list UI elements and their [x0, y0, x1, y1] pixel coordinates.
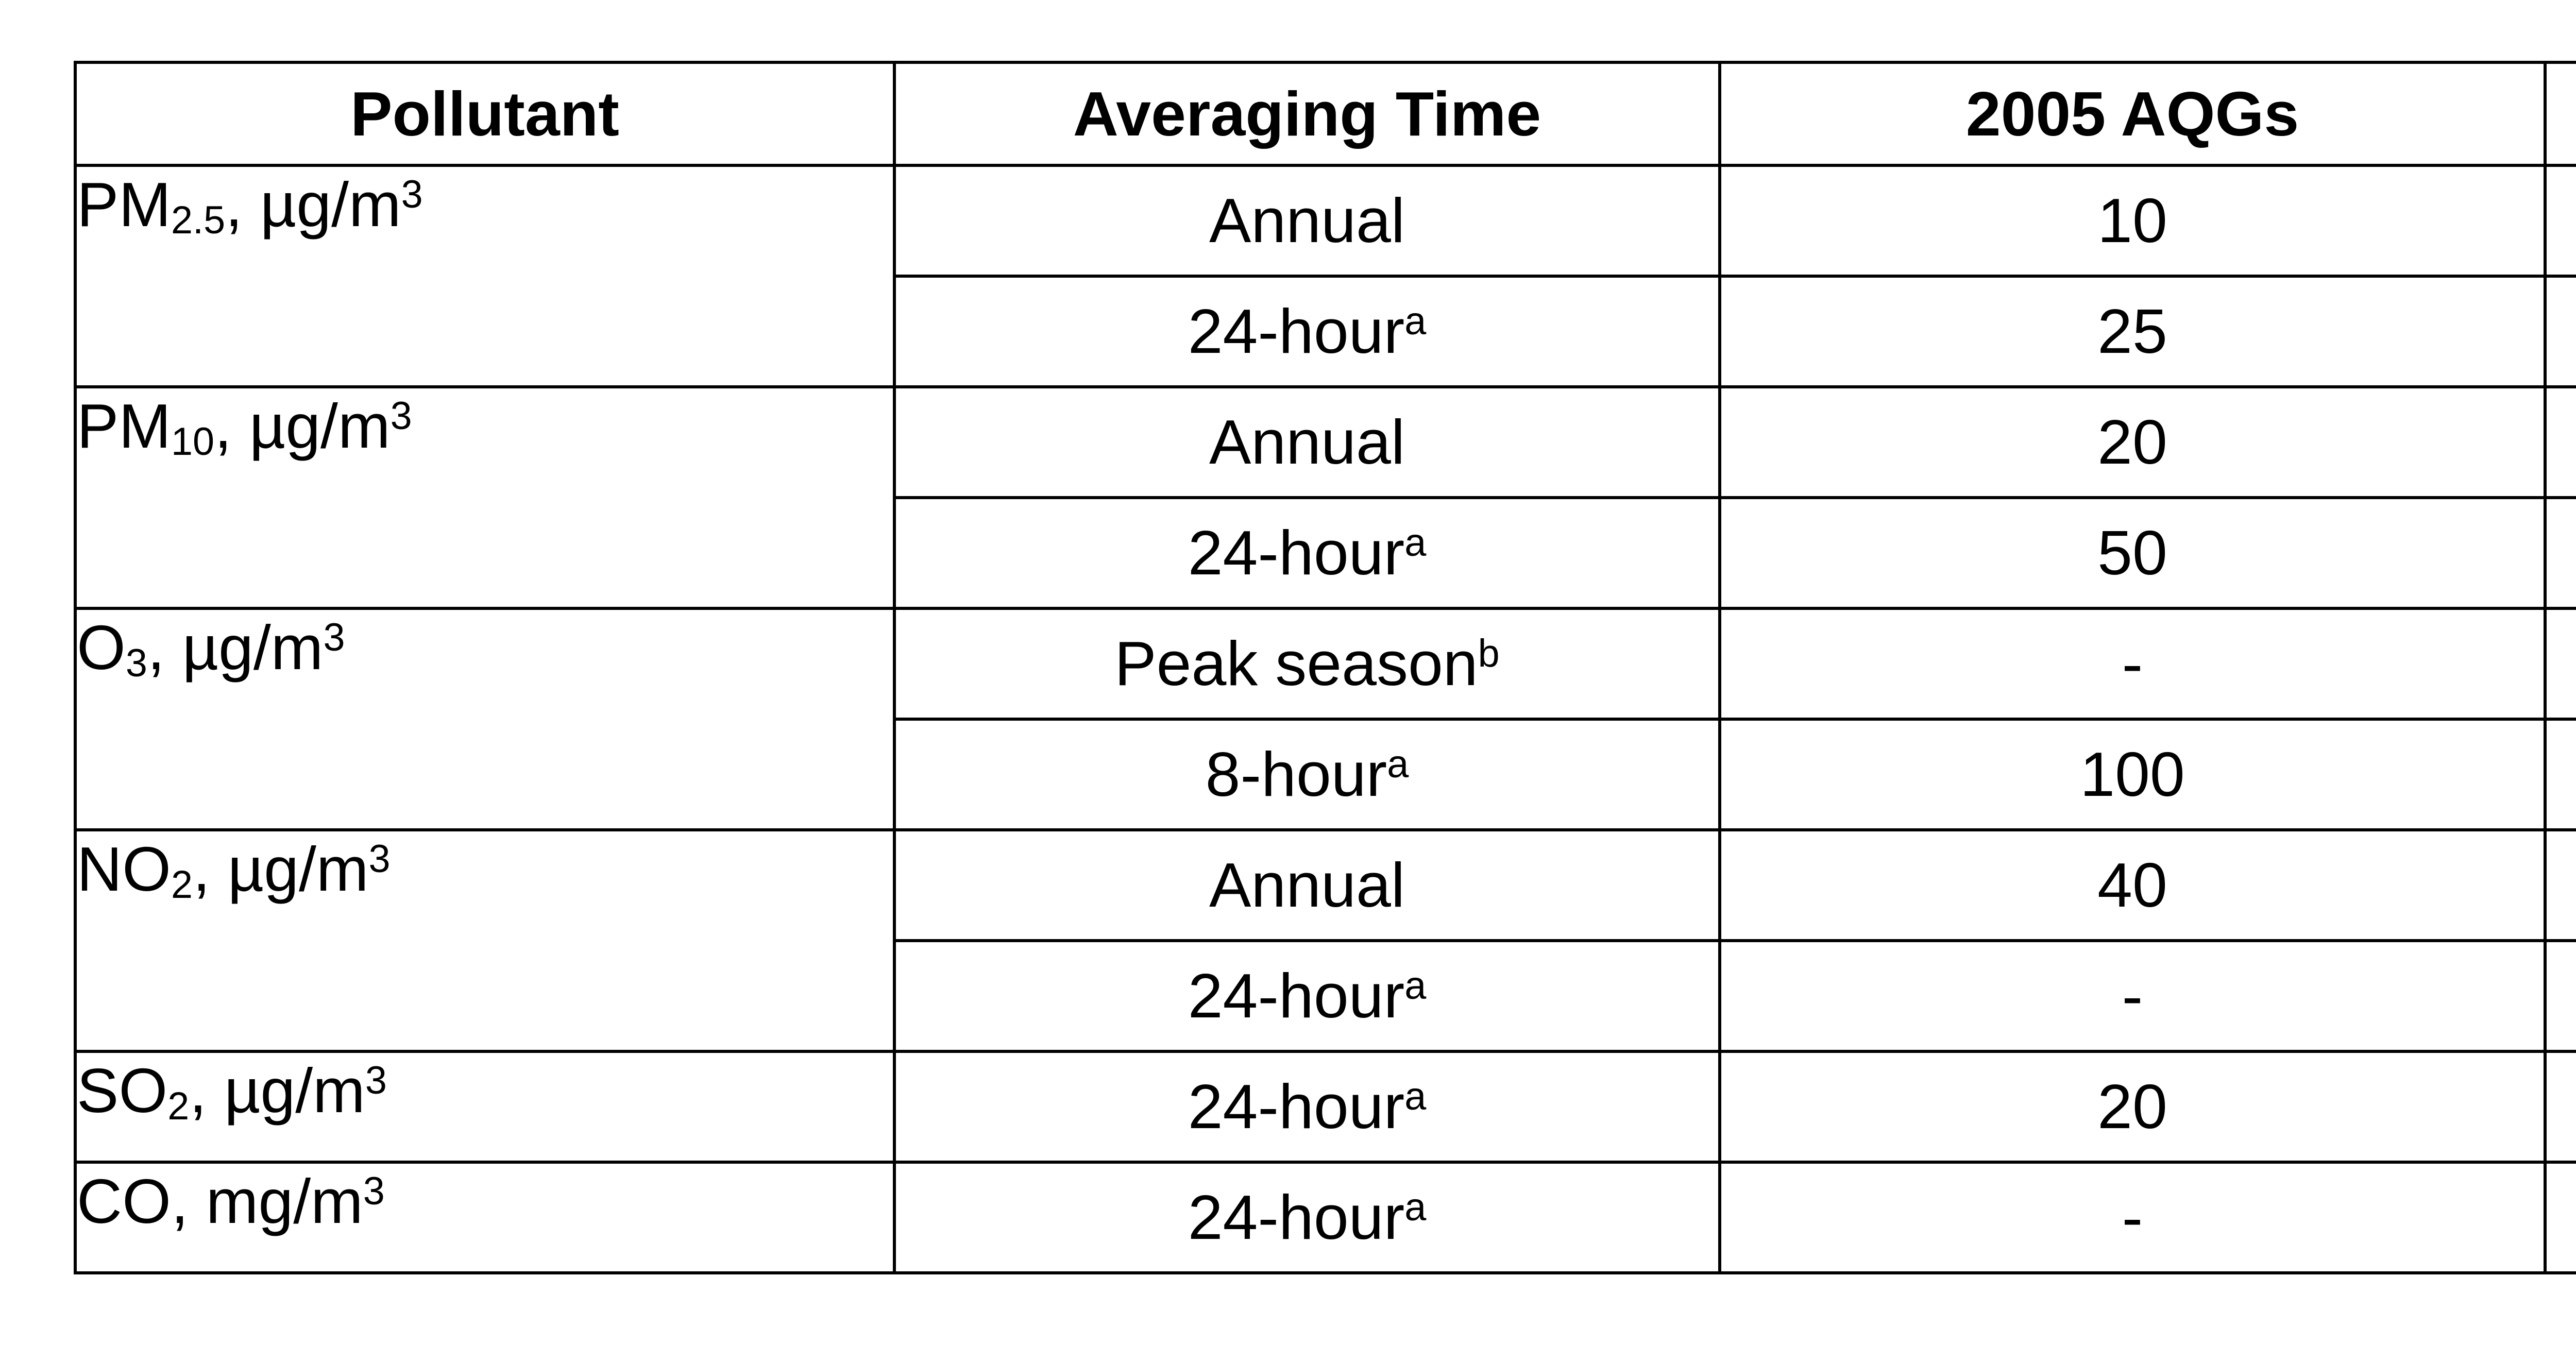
aqg-2021-cell: 45	[2544, 496, 2576, 610]
pollutant-unit: , µg/m	[147, 612, 324, 683]
aqg-2005-cell: -	[1718, 1161, 2547, 1274]
pollutant-subscript: 2	[167, 1084, 190, 1128]
table-row: 24-houra 50 45	[75, 496, 2576, 610]
pollutant-name: NO	[77, 834, 171, 904]
pollutant-cell-o3: O3, µg/m3	[74, 607, 896, 831]
aqg-2021-cell: 40	[2544, 1050, 2576, 1164]
table-row: 24-houra 25 15	[75, 275, 2576, 388]
table-row: NO2, µg/m3 Annual 40 10	[74, 828, 2576, 1053]
pollutant-unit: , µg/m	[225, 169, 401, 240]
averaging-time-cell: Annual	[893, 164, 1721, 278]
aqg-2021-cell: 15	[2544, 385, 2576, 499]
averaging-time-cell: Annual	[893, 828, 1721, 942]
table-row: 24-houra - 25	[75, 939, 2576, 1053]
averaging-time-text: Annual	[1209, 407, 1405, 478]
footnote-marker: a	[1404, 1186, 1427, 1229]
footnote-marker: a	[1404, 964, 1427, 1008]
aqg-2005-cell: 40	[1718, 828, 2547, 942]
averaging-time-cell: 8-houra	[893, 718, 1721, 831]
pollutant-unit-exponent: 3	[368, 837, 391, 881]
header-row: Pollutant Averaging Time 2005 AQGs 2021 …	[74, 61, 2576, 167]
table-row: SO2, µg/m3 24-houra 20 40	[74, 1050, 2576, 1164]
aqg-table-container: Pollutant Averaging Time 2005 AQGs 2021 …	[74, 61, 2576, 1274]
footnote-marker: a	[1404, 521, 1427, 565]
averaging-time-text: 24-hour	[1188, 1071, 1405, 1142]
pollutant-subscript: 3	[125, 641, 147, 685]
pollutant-unit: , mg/m	[171, 1166, 363, 1236]
averaging-time-text: 24-hour	[1188, 296, 1405, 367]
averaging-time-text: 24-hour	[1188, 961, 1405, 1031]
pollutant-cell-so2: SO2, µg/m3	[74, 1050, 896, 1164]
header-2021-aqgs: 2021 AQGs	[2544, 61, 2576, 167]
aqg-2005-cell: -	[1718, 939, 2547, 1053]
averaging-time-cell: 24-houra	[893, 1050, 1721, 1164]
aqg-2005-cell: 10	[1718, 164, 2547, 278]
header-pollutant: Pollutant	[74, 61, 896, 167]
pollutant-cell-pm25: PM2.5, µg/m3	[74, 164, 896, 388]
averaging-time-cell: Peak seasonb	[893, 607, 1721, 721]
table-row: PM2.5, µg/m3 Annual 10 5	[74, 164, 2576, 388]
averaging-time-text: 24-hour	[1188, 518, 1405, 588]
aqg-table: Pollutant Averaging Time 2005 AQGs 2021 …	[74, 61, 2576, 1274]
pollutant-name: PM	[77, 391, 171, 461]
header-averaging-time: Averaging Time	[893, 61, 1721, 167]
pollutant-name: O	[77, 612, 126, 683]
table-row: CO, mg/m3 24-houra - 4	[74, 1161, 2576, 1274]
pollutant-name: SO	[77, 1055, 168, 1126]
pollutant-unit-exponent: 3	[363, 1169, 385, 1213]
pollutant-cell-pm10: PM10, µg/m3	[74, 385, 896, 610]
pollutant-unit-exponent: 3	[365, 1059, 387, 1102]
pollutant-unit: , µg/m	[193, 834, 369, 904]
averaging-time-text: 24-hour	[1188, 1182, 1405, 1253]
pollutant-unit: , µg/m	[189, 1055, 365, 1126]
averaging-time-cell: 24-houra	[893, 496, 1721, 610]
pollutant-unit: , µg/m	[214, 391, 391, 461]
pollutant-subscript: 10	[171, 420, 215, 464]
pollutant-cell-co: CO, mg/m3	[74, 1161, 896, 1274]
aqg-2021-cell: 10	[2544, 828, 2576, 942]
pollutant-cell-no2: NO2, µg/m3	[74, 828, 896, 1053]
footnote-marker: a	[1404, 300, 1427, 343]
pollutant-unit-exponent: 3	[401, 173, 423, 216]
aqg-2005-cell: 20	[1718, 1050, 2547, 1164]
aqg-2021-cell: 60	[2544, 607, 2576, 721]
averaging-time-text: Peak season	[1114, 628, 1478, 699]
footnote-marker: a	[1404, 1075, 1427, 1118]
aqg-2021-cell: 100	[2544, 718, 2576, 831]
table-row: O3, µg/m3 Peak seasonb - 60	[74, 607, 2576, 831]
averaging-time-cell: Annual	[893, 385, 1721, 499]
averaging-time-cell: 24-houra	[893, 939, 1721, 1053]
averaging-time-text: 8-hour	[1205, 739, 1387, 810]
averaging-time-cell: 24-houra	[893, 275, 1721, 388]
aqg-2005-cell: 20	[1718, 385, 2547, 499]
table-row: 8-houra 100 100	[75, 718, 2576, 831]
pollutant-name: CO	[77, 1166, 171, 1236]
averaging-time-text: Annual	[1209, 850, 1405, 921]
aqg-2021-cell: 25	[2544, 939, 2576, 1053]
pollutant-subscript: 2	[171, 863, 193, 907]
table-row: PM10, µg/m3 Annual 20 15	[74, 385, 2576, 610]
footnote-marker: b	[1478, 632, 1500, 675]
pollutant-name: PM	[77, 169, 171, 240]
aqg-2021-cell: 5	[2544, 164, 2576, 278]
footnote-marker: a	[1387, 743, 1409, 786]
pollutant-unit-exponent: 3	[323, 616, 345, 659]
pollutant-subscript: 2.5	[171, 198, 226, 242]
averaging-time-text: Annual	[1209, 185, 1405, 256]
averaging-time-cell: 24-houra	[893, 1161, 1721, 1274]
header-2005-aqgs: 2005 AQGs	[1718, 61, 2547, 167]
aqg-2005-cell: 50	[1718, 496, 2547, 610]
aqg-2005-cell: -	[1718, 607, 2547, 721]
pollutant-unit-exponent: 3	[390, 394, 412, 438]
aqg-2005-cell: 100	[1718, 718, 2547, 831]
aqg-2005-cell: 25	[1718, 275, 2547, 388]
aqg-2021-cell: 15	[2544, 275, 2576, 388]
aqg-2021-cell: 4	[2544, 1161, 2576, 1274]
